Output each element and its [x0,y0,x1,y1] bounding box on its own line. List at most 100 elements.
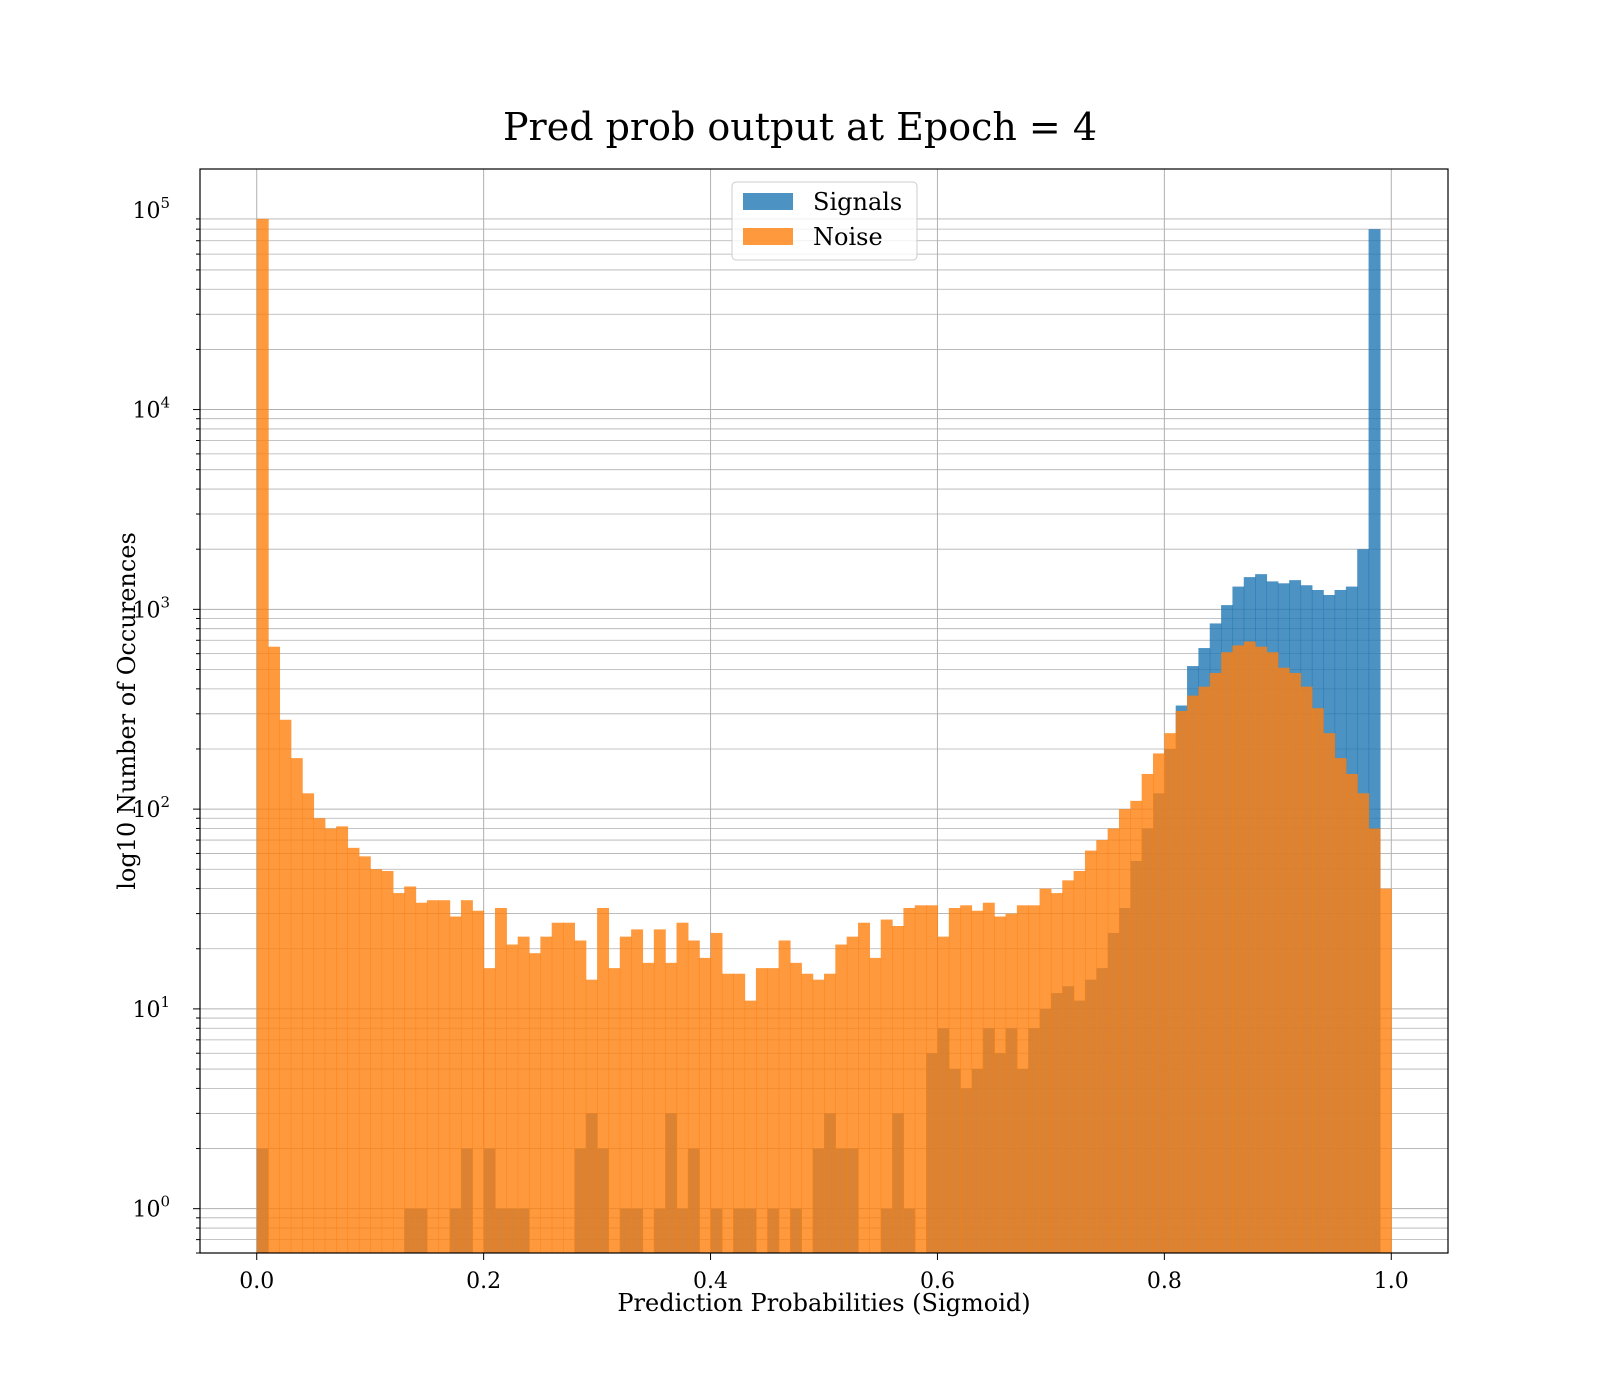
bar-noise [1118,809,1131,1253]
bar-noise [892,925,905,1253]
bar-noise [426,900,439,1253]
legend-swatch-noise [743,228,793,245]
series-noise [256,218,1392,1253]
bar-noise [733,973,746,1253]
bar-noise [381,871,394,1253]
bar-noise [1130,800,1143,1253]
bar-noise [1368,828,1381,1253]
bar-noise [563,922,575,1253]
plot-frame [199,168,1449,1254]
bar-noise [1198,686,1211,1253]
bar-noise [619,936,632,1253]
bar-noise [517,936,530,1253]
bar-noise [1323,733,1336,1253]
bar-noise [1153,753,1165,1253]
bar-noise [1334,758,1347,1253]
x-tick-label: 0.2 [466,1269,501,1294]
bar-noise [710,932,723,1253]
legend-label-noise: Noise [813,223,883,251]
bar-noise [858,922,870,1253]
x-tick-label: 0.0 [239,1269,274,1294]
bar-noise [1141,773,1154,1253]
bar-noise [926,905,939,1253]
y-axis-label: log10 Number of Occurences [113,532,141,890]
bar-noise [494,907,507,1253]
bar-noise [597,907,610,1253]
bar-noise [472,910,485,1253]
bar-noise [574,940,587,1253]
bar-noise [937,936,950,1253]
bar-noise [880,919,893,1253]
bar-noise [687,940,700,1253]
bar-noise [1300,686,1313,1253]
bar-noise [483,968,496,1253]
bar-signals [1368,229,1381,1253]
bar-noise [1277,667,1290,1253]
chart-title: Pred prob output at Epoch = 4 [503,105,1097,149]
bar-noise [1050,893,1063,1253]
y-tick-label: 104 [132,394,170,424]
x-tick-label: 0.4 [693,1269,728,1294]
bar-noise [529,953,541,1253]
bar-noise [903,907,916,1253]
bar-noise [721,973,734,1253]
bar-noise [960,905,973,1253]
bar-noise [1062,880,1075,1253]
x-axis-label: Prediction Probabilities (Sigmoid) [617,1289,1030,1317]
bar-noise [1187,695,1199,1253]
bar-noise [1232,645,1245,1253]
bar-noise [1357,793,1370,1253]
bar-noise [1255,646,1268,1253]
bar-noise [1028,905,1041,1253]
bar-noise [336,826,349,1253]
bar-noise [699,957,712,1253]
y-tick-label: 105 [132,194,170,224]
bar-noise [1289,673,1302,1253]
bar-noise [824,973,836,1253]
bar-noise [585,979,598,1253]
bar-noise [1209,673,1222,1253]
bar-noise [948,907,961,1253]
bar-noise [789,962,802,1253]
x-tick-label: 0.8 [1147,1269,1182,1294]
bar-noise [290,758,303,1253]
bar-noise [982,902,995,1253]
legend-swatch-signals [743,193,793,210]
bar-noise [801,973,814,1253]
legend-label-signals: Signals [813,188,902,216]
bar-noise [869,957,882,1253]
bar-noise [1107,828,1120,1253]
bar-noise [653,929,666,1253]
bar-noise [1243,641,1256,1253]
bar-noise [971,910,984,1253]
x-tick-label: 0.6 [920,1269,955,1294]
y-tick-label: 103 [132,593,170,623]
bar-noise [370,869,383,1253]
bar-noise [415,902,428,1253]
bar-noise [1096,840,1109,1253]
bar-noise [608,968,621,1253]
bar-noise [812,979,825,1253]
x-axis-ticks: 0.0 0.2 0.4 0.6 0.8 1.0 [239,1253,1409,1294]
bar-noise [392,893,405,1253]
bar-noise [1005,913,1018,1253]
bar-noise [1039,888,1052,1253]
bar-noise [460,900,473,1253]
bar-noise [846,936,859,1253]
bar-noise [1266,652,1279,1253]
bar-noise [347,847,360,1253]
bar-noise [778,940,791,1253]
bar-noise [268,646,281,1253]
bar-noise [994,916,1007,1253]
bar-noise [1345,773,1358,1253]
bar-noise [835,944,848,1253]
y-tick-label: 100 [132,1193,170,1223]
bar-noise [755,968,768,1253]
bar-noise [438,900,451,1253]
y-axis-ticks: 100 101 102 103 104 105 [132,194,200,1254]
bar-noise [1073,871,1086,1253]
bar-noise [540,936,553,1253]
bar-noise [279,719,292,1253]
bar-noise [358,856,371,1253]
